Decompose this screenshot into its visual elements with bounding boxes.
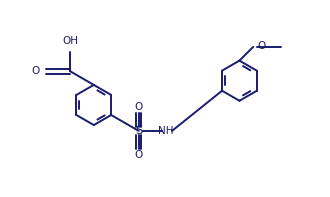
Text: S: S	[135, 124, 142, 137]
Text: O: O	[32, 66, 40, 76]
Text: O: O	[135, 150, 143, 160]
Text: OH: OH	[62, 36, 78, 46]
Text: NH: NH	[158, 126, 174, 136]
Text: O: O	[135, 102, 143, 112]
Text: O: O	[258, 41, 266, 51]
